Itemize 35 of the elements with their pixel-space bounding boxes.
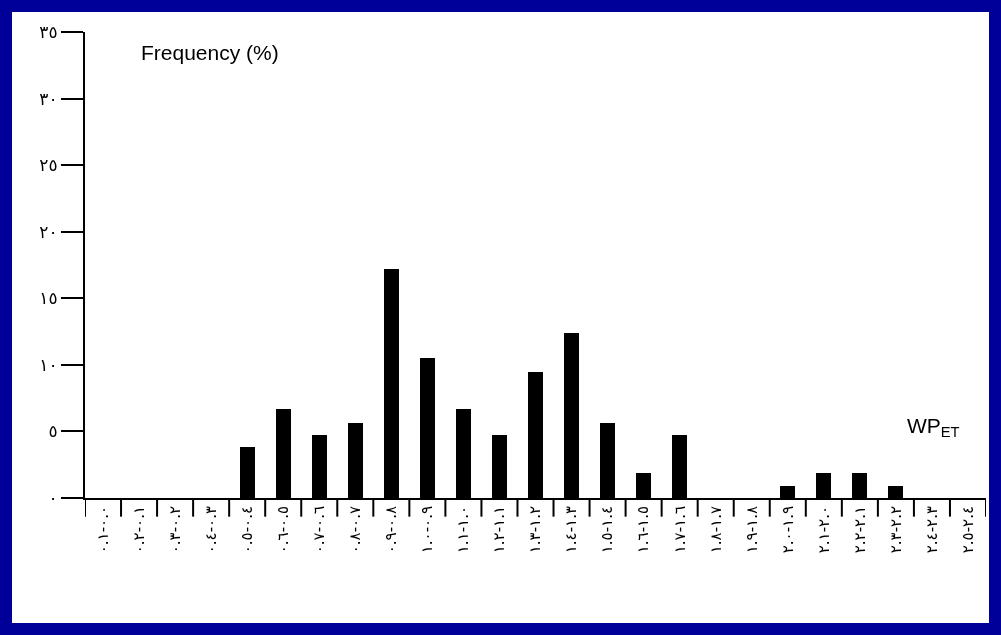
x-tick-label: ١.١-١.٢ xyxy=(490,506,509,554)
x-tick-label: ٠.٦-٠.٧ xyxy=(310,506,329,554)
x-tick-label: ٠.٠-٠.١ xyxy=(93,506,112,554)
x-tick-label: ٠.٨-٠.٩ xyxy=(382,506,401,554)
x-tick-label: ١.٩-٢.٠ xyxy=(778,506,797,554)
y-tick-label: ٥ xyxy=(48,421,58,442)
x-tick-label: ١.٧-١.٨ xyxy=(706,506,725,554)
x-tick-label: ١.٦-١.٧ xyxy=(670,506,689,554)
y-tick-label: ٣٥ xyxy=(39,21,58,42)
y-tick-label: ٣٠ xyxy=(39,88,58,109)
x-tick-label: ١.٣-١.٤ xyxy=(562,506,581,554)
y-tick-label: ٢٠ xyxy=(39,221,58,242)
y-tick-label: ٠ xyxy=(48,487,58,508)
x-tick-label: ٠.٥-٠.٦ xyxy=(274,506,293,554)
x-tick-label: ٢.٢-٢.٣ xyxy=(886,506,905,554)
x-tick-label: ٠.٤-٠.٥ xyxy=(238,506,257,554)
annotation: WP$_{ET}$ xyxy=(907,414,960,441)
x-tick-label: ٠.٧-٠.٨ xyxy=(346,506,365,554)
x-tick-label: ٠.٣-٠.٤ xyxy=(202,506,221,554)
x-tick-label: ١.٠-١.١ xyxy=(454,506,473,554)
x-tick-label: ١.٤-١.٥ xyxy=(598,506,617,554)
y-tick-label: ١٥ xyxy=(39,288,58,309)
x-tick-label: ٢.٠-٢.١ xyxy=(814,506,833,554)
x-tick-label: ١.٥-١.٦ xyxy=(634,506,653,554)
x-tick-label: ٠.٩-١.٠ xyxy=(418,506,437,554)
x-tick-label: ٢.١-٢.٢ xyxy=(850,506,869,554)
y-axis-title: Frequency (%) xyxy=(141,41,279,64)
x-tick-label: ١.٨-١.٩ xyxy=(742,506,761,554)
x-tick-label: ٢.٤-٢.٥ xyxy=(958,506,977,554)
x-tick-label: ٢.٣-٢.٤ xyxy=(922,506,941,554)
y-tick-label: ١٠ xyxy=(39,354,58,375)
x-tick-label: ١.٢-١.٣ xyxy=(526,506,545,554)
y-tick-label: ٢٥ xyxy=(39,155,58,176)
x-tick-label: ٠.٢-٠.٣ xyxy=(165,506,184,554)
x-tick-label: ٠.١-٠.٢ xyxy=(129,506,148,554)
